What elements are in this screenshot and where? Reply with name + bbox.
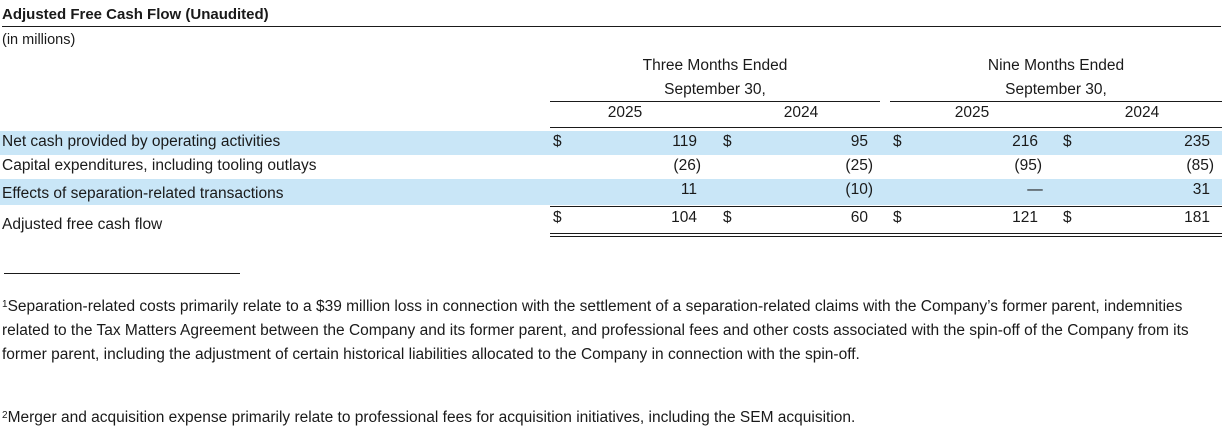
currency-symbol: $ bbox=[723, 209, 732, 226]
footnote-marker: 1 bbox=[2, 299, 8, 310]
table-cell: 95 bbox=[850, 133, 868, 150]
table-cell: 235 bbox=[1184, 133, 1210, 150]
currency-symbol: $ bbox=[893, 133, 902, 150]
table-cell: 119 bbox=[672, 133, 697, 150]
footnote-text: Separation-related costs primarily relat… bbox=[2, 298, 1189, 363]
total-rule bbox=[550, 233, 1222, 234]
footnote-marker: 2 bbox=[2, 410, 8, 421]
year-header: 2025 bbox=[607, 104, 643, 121]
table-cell: 60 bbox=[850, 209, 868, 226]
three-months-header-rule bbox=[550, 101, 880, 102]
currency-symbol: $ bbox=[1063, 209, 1072, 226]
footnote: 2Merger and acquisition expense primaril… bbox=[2, 406, 1202, 430]
year-header: 2025 bbox=[954, 104, 990, 121]
subtotal-rule bbox=[550, 206, 1222, 207]
table-cell: 216 bbox=[1012, 133, 1038, 150]
footnote-separator bbox=[4, 273, 240, 274]
table-cell: (95) bbox=[1014, 157, 1042, 174]
table-cell: (26) bbox=[673, 157, 701, 174]
row-label: Net cash provided by operating activitie… bbox=[2, 133, 281, 150]
nine-months-header-line1: Nine Months Ended bbox=[987, 57, 1125, 74]
row-highlight bbox=[0, 131, 1222, 155]
currency-symbol: $ bbox=[1063, 133, 1072, 150]
row-label: Effects of separation-related transactio… bbox=[2, 185, 284, 202]
table-title: Adjusted Free Cash Flow (Unaudited) bbox=[2, 6, 1221, 27]
table-cell: (10) bbox=[845, 181, 873, 198]
footnote: 1Separation-related costs primarily rela… bbox=[2, 295, 1202, 367]
row-highlight bbox=[0, 179, 1222, 205]
nine-months-header-rule bbox=[890, 101, 1222, 102]
currency-symbol: $ bbox=[893, 209, 902, 226]
currency-symbol: $ bbox=[553, 133, 562, 150]
table-cell: 121 bbox=[1012, 209, 1038, 226]
table-cell: (85) bbox=[1186, 157, 1214, 174]
row-label: Capital expenditures, including tooling … bbox=[2, 157, 317, 174]
total-double-rule bbox=[550, 236, 1222, 237]
row-label: Adjusted free cash flow bbox=[2, 216, 163, 233]
table-cell: (25) bbox=[845, 157, 873, 174]
table-cell: 11 bbox=[680, 181, 697, 198]
nine-months-header-line2: September 30, bbox=[1005, 81, 1107, 98]
nine-months-header: Nine Months Ended September 30, bbox=[890, 54, 1222, 102]
three-months-header-line1: Three Months Ended bbox=[642, 57, 788, 74]
currency-symbol: $ bbox=[553, 209, 562, 226]
currency-symbol: $ bbox=[723, 133, 732, 150]
three-months-header-line2: September 30, bbox=[664, 81, 766, 98]
header-bottom-rule bbox=[550, 127, 1222, 128]
footnote-text: Merger and acquisition expense primarily… bbox=[7, 409, 856, 426]
units-note: (in millions) bbox=[2, 32, 76, 48]
table-cell: 104 bbox=[671, 209, 697, 226]
table-cell: 181 bbox=[1184, 209, 1210, 226]
year-header: 2024 bbox=[1124, 104, 1160, 121]
year-header: 2024 bbox=[783, 104, 819, 121]
table-cell: — bbox=[1027, 181, 1043, 198]
table-cell: 31 bbox=[1192, 181, 1210, 198]
three-months-header: Three Months Ended September 30, bbox=[550, 54, 880, 102]
